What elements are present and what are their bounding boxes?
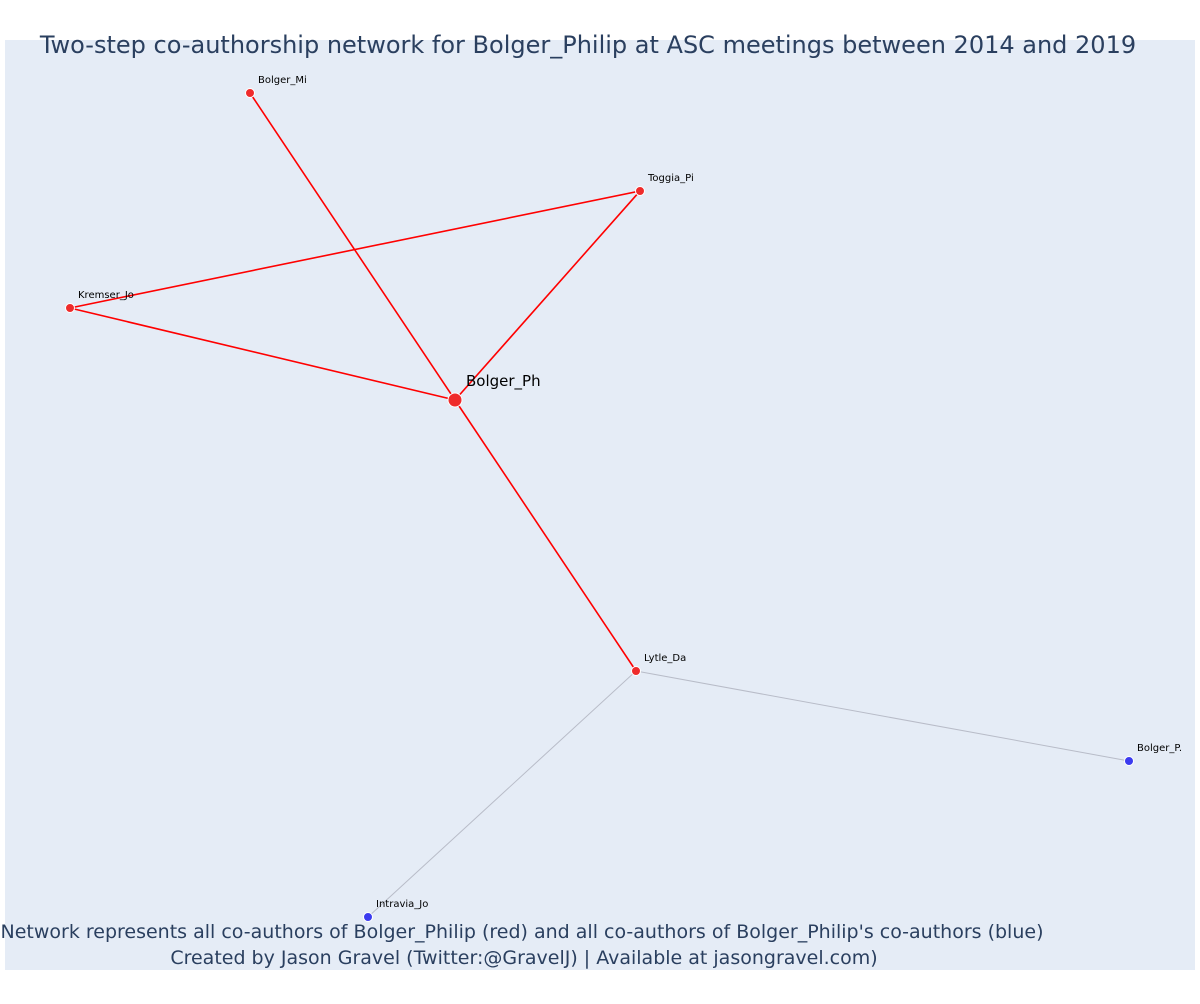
edge-Bolger_Ph-Lytle_Da: [454, 399, 637, 672]
node-label-Intravia_Jo: Intravia_Jo: [376, 899, 428, 910]
caption-line-2: Created by Jason Gravel (Twitter:@Gravel…: [170, 947, 877, 969]
edge-Bolger_Ph-Toggia_Pi: [454, 190, 641, 401]
node-Bolger_Mi[interactable]: [245, 88, 255, 98]
caption-line-1: Network represents all co-authors of Bol…: [1, 921, 1044, 943]
edges-layer: [69, 92, 1130, 918]
node-label-Toggia_Pi: Toggia_Pi: [647, 173, 694, 184]
node-label-Kremser_Jo: Kremser_Jo: [78, 290, 134, 301]
edge-Lytle_Da-Intravia_Jo: [367, 670, 637, 918]
plot-background: [5, 40, 1195, 970]
node-label-Bolger_P.: Bolger_P.: [1137, 743, 1182, 754]
node-Lytle_Da[interactable]: [631, 666, 641, 676]
chart-title: Two-step co-authorship network for Bolge…: [39, 31, 1136, 59]
node-Toggia_Pi[interactable]: [635, 186, 645, 196]
edge-Kremser_Jo-Toggia_Pi: [69, 190, 641, 309]
node-Kremser_Jo[interactable]: [65, 303, 75, 313]
node-Bolger_Ph[interactable]: [447, 392, 463, 408]
node-Intravia_Jo[interactable]: [363, 912, 373, 922]
labels-layer: Bolger_Ph Bolger_Mi Toggia_Pi Kremser_Jo Lyt…: [78, 75, 1182, 910]
nodes-layer: [65, 88, 1134, 922]
edge-Lytle_Da-Bolger_P.: [635, 670, 1130, 762]
node-label-Bolger_Mi: Bolger_Mi: [258, 75, 307, 86]
edge-Bolger_Ph-Kremser_Jo: [69, 307, 456, 401]
node-Bolger_P.[interactable]: [1124, 756, 1134, 766]
node-label-Bolger_Ph: Bolger_Ph: [466, 372, 541, 391]
node-label-Lytle_Da: Lytle_Da: [644, 653, 686, 664]
edge-Bolger_Ph-Bolger_Mi: [249, 92, 456, 401]
